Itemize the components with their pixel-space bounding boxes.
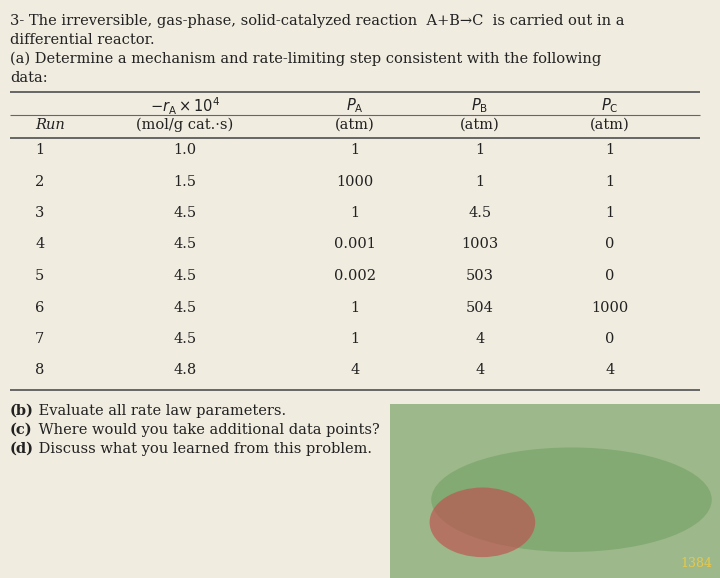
Text: (mol/g cat.·s): (mol/g cat.·s) [136,118,233,132]
Text: 4.5: 4.5 [174,206,197,220]
Text: 1: 1 [606,143,615,157]
Text: 8: 8 [35,364,45,377]
Text: 504: 504 [466,301,494,314]
Text: 1: 1 [351,143,359,157]
Text: 0: 0 [606,269,615,283]
Text: Discuss what you learned from this problem.: Discuss what you learned from this probl… [34,442,372,456]
Text: 1: 1 [351,206,359,220]
Text: 503: 503 [466,269,494,283]
Text: differential reactor.: differential reactor. [10,33,155,47]
Text: 1: 1 [475,143,485,157]
Text: $P_{\mathrm{C}}$: $P_{\mathrm{C}}$ [601,96,618,114]
Text: 3- The irreversible, gas-phase, solid-catalyzed reaction  A+B→C  is carried out : 3- The irreversible, gas-phase, solid-ca… [10,14,624,28]
Text: 4: 4 [475,332,485,346]
Text: 1000: 1000 [336,175,374,188]
Text: data:: data: [10,71,48,85]
Text: 6: 6 [35,301,45,314]
Ellipse shape [430,487,535,557]
Text: (d): (d) [10,442,34,456]
Bar [390,404,720,578]
Text: Run: Run [35,118,65,132]
Text: 2: 2 [35,175,44,188]
Text: 1: 1 [475,175,485,188]
Text: 4: 4 [606,364,615,377]
Text: (atm): (atm) [335,118,375,132]
Text: 4.5: 4.5 [174,301,197,314]
Text: 1000: 1000 [591,301,629,314]
Text: Evaluate all rate law parameters.: Evaluate all rate law parameters. [34,404,286,418]
Text: Where would you take additional data points?: Where would you take additional data poi… [34,423,379,437]
Text: 7: 7 [35,332,44,346]
Text: 0: 0 [606,332,615,346]
Text: (b): (b) [10,404,34,418]
Ellipse shape [431,447,712,552]
Text: (a) Determine a mechanism and rate-limiting step consistent with the following: (a) Determine a mechanism and rate-limit… [10,52,601,66]
Text: 5: 5 [35,269,44,283]
Text: 4.8: 4.8 [174,364,197,377]
Text: 1384: 1384 [680,557,712,570]
Text: 4.5: 4.5 [174,332,197,346]
Text: 3: 3 [35,206,45,220]
Text: 4: 4 [35,238,44,251]
Text: 0.001: 0.001 [334,238,376,251]
Text: 4.5: 4.5 [469,206,492,220]
Text: 1: 1 [606,206,615,220]
Text: 4: 4 [351,364,359,377]
Text: 4: 4 [475,364,485,377]
Text: 4.5: 4.5 [174,269,197,283]
Text: 1.0: 1.0 [174,143,197,157]
Text: $P_{\mathrm{A}}$: $P_{\mathrm{A}}$ [346,96,364,114]
Text: (c): (c) [10,423,32,437]
Text: 4.5: 4.5 [174,238,197,251]
Text: 1.5: 1.5 [174,175,197,188]
Text: 0.002: 0.002 [334,269,376,283]
Text: 1: 1 [351,301,359,314]
Text: 0: 0 [606,238,615,251]
Text: 1: 1 [351,332,359,346]
Text: $-r_{\mathrm{A}}\times10^{4}$: $-r_{\mathrm{A}}\times10^{4}$ [150,96,220,117]
Text: 1: 1 [606,175,615,188]
Text: 1: 1 [35,143,44,157]
Text: 1003: 1003 [462,238,499,251]
Text: (atm): (atm) [590,118,630,132]
Text: $P_{\mathrm{B}}$: $P_{\mathrm{B}}$ [472,96,489,114]
Text: (atm): (atm) [460,118,500,132]
